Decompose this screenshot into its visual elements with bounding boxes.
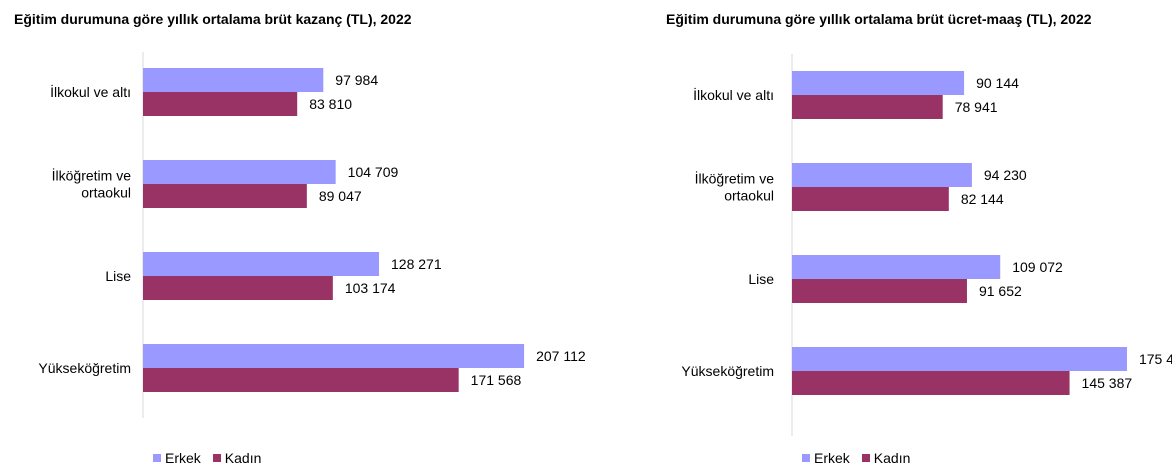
bar-kadin (792, 95, 943, 119)
bar-erkek (792, 347, 1127, 371)
bar-kadin (143, 368, 459, 392)
chart-title: Eğitim durumuna göre yıllık ortalama brü… (666, 11, 1092, 27)
category-label: Lise (748, 271, 774, 287)
category-label: Yükseköğretim (681, 363, 774, 379)
category-label: İlköğretim ve (52, 167, 132, 184)
bar-kadin (143, 184, 307, 208)
data-label: 82 144 (961, 191, 1004, 207)
data-label: 83 810 (309, 96, 352, 112)
legend-label: Kadın (224, 450, 262, 466)
legend-item-kadin: Kadın (212, 450, 262, 466)
category-label: İlkokul ve altı (50, 83, 131, 100)
category-label: İlkokul ve altı (693, 86, 774, 103)
legend: Erkek Kadın (153, 450, 273, 466)
legend-label: Kadın (873, 450, 911, 466)
data-label: 78 941 (955, 99, 998, 115)
data-label: 94 230 (984, 167, 1027, 183)
data-label: 89 047 (319, 188, 362, 204)
legend-swatch-erkek (153, 454, 161, 462)
legend-label: Erkek (814, 450, 850, 466)
legend-swatch-erkek (802, 454, 810, 462)
data-label: 145 387 (1082, 375, 1133, 391)
data-label: 90 144 (976, 75, 1019, 91)
legend-swatch-kadin (212, 454, 221, 462)
bar-chart-wages: İlkokul ve altı 90 144 78 941 İlköğretim ve… (681, 54, 1172, 436)
legend-swatch-kadin (861, 454, 870, 462)
legend: Erkek Kadın (802, 450, 922, 466)
data-label: 109 072 (1012, 259, 1063, 275)
bar-kadin (792, 279, 967, 303)
legend-item-kadin: Kadın (861, 450, 911, 466)
data-label: 128 271 (391, 256, 442, 272)
category-label: İlköğretim ve (695, 170, 775, 187)
bar-erkek (143, 68, 324, 92)
legend-item-erkek: Erkek (153, 450, 201, 466)
bar-erkek (143, 344, 525, 368)
chart-left: Eğitim durumuna göre yıllık ortalama brü… (14, 11, 586, 466)
bar-chart-earnings: İlkokul ve altı 97 984 83 810 İlköğretim ve… (38, 52, 586, 418)
chart-title: Eğitim durumuna göre yıllık ortalama brü… (14, 11, 412, 27)
bar-erkek (792, 255, 1001, 279)
category-label: Yükseköğretim (38, 360, 131, 376)
bar-kadin (792, 187, 949, 211)
data-label: 104 709 (348, 164, 399, 180)
bar-erkek (143, 252, 380, 276)
data-label: 97 984 (335, 72, 378, 88)
bar-kadin (143, 276, 333, 300)
category-label: ortaokul (81, 185, 131, 201)
data-label: 103 174 (345, 280, 396, 296)
data-label: 171 568 (471, 372, 522, 388)
bar-kadin (143, 92, 298, 116)
data-label: 207 112 (536, 348, 586, 364)
bar-kadin (792, 371, 1070, 395)
legend-label: Erkek (165, 450, 201, 466)
legend-item-erkek: Erkek (802, 450, 850, 466)
chart-right: Eğitim durumuna göre yıllık ortalama brü… (640, 0, 1172, 476)
bar-erkek (143, 160, 336, 184)
data-label: 175 463 (1139, 351, 1172, 367)
bar-erkek (792, 163, 972, 187)
data-label: 91 652 (979, 283, 1022, 299)
category-label: Lise (105, 268, 131, 284)
category-label: ortaokul (724, 188, 774, 204)
bar-erkek (792, 71, 965, 95)
